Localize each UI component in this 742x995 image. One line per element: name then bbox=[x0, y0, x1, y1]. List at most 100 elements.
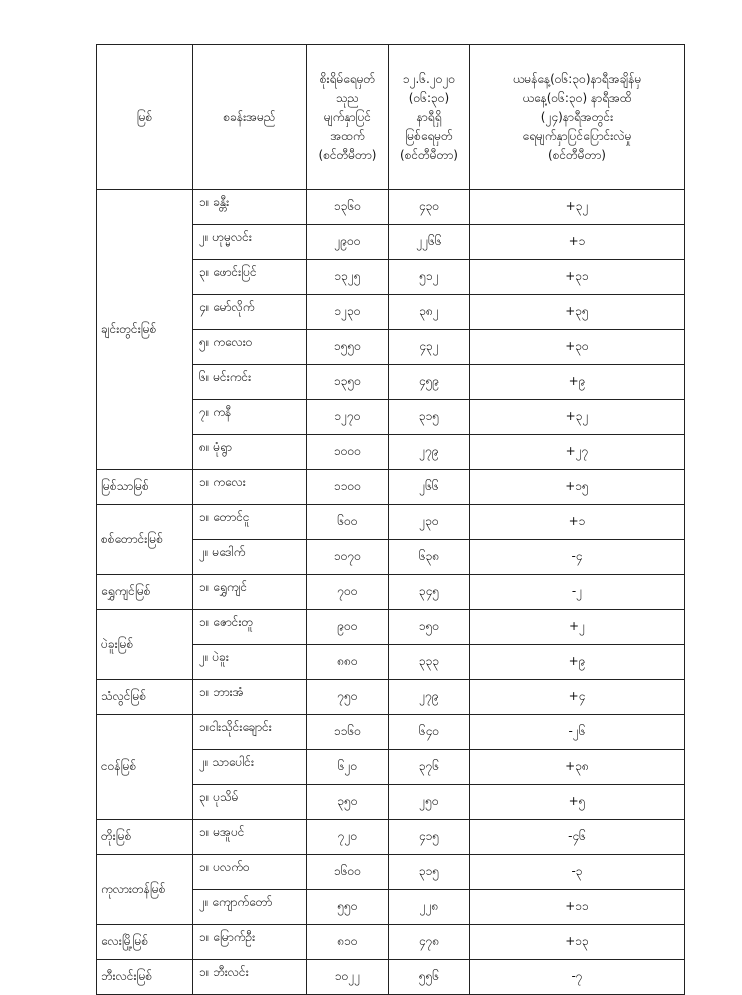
table-row: သံလွင်မြစ် ၁။ ဘားအံ ၇၅၀ ၂၇၉ +၄ bbox=[96, 679, 685, 715]
station-name: ၂။ သာပေါင်း bbox=[192, 749, 307, 785]
table-row: ရွှေကျင်မြစ် ၁။ ရွှေကျင် ၇၀၀ ၃၄၅ -၂ bbox=[96, 574, 685, 610]
header-line: ယနေ့(၀၆:၃၀) နာရီအထိ bbox=[522, 90, 632, 105]
level-change: +၃၈ bbox=[469, 749, 685, 785]
water-level: ၂၂၈ bbox=[388, 889, 470, 925]
station-name: ၅။ ကလေးဝ bbox=[192, 329, 307, 365]
danger-level: ၁၆၀၀ bbox=[306, 854, 389, 890]
station-name: ၁။ငါးသိုင်းချောင်း bbox=[192, 714, 307, 750]
river-water-level-table: မြစ် စခန်းအမည် စိုးရိမ်ရေမှတ်သုညမျက်နှာပြင… bbox=[96, 44, 685, 995]
water-level: ၄၃၂ bbox=[388, 329, 470, 365]
river-name: သံလွင်မြစ် bbox=[96, 679, 193, 715]
station-name: ၁။ ဘီးလင်း bbox=[192, 959, 307, 995]
station-name: ၂။ ဟုမ္မလင်း bbox=[192, 224, 307, 260]
station-name: ၁။ ဘားအံ bbox=[192, 679, 307, 715]
danger-level: ၁၁၀၀ bbox=[306, 469, 389, 505]
water-level: ၂၃၀ bbox=[388, 504, 470, 540]
danger-level: ၁၅၅၀ bbox=[306, 329, 389, 365]
header-line: စခန်းအမည် bbox=[223, 109, 276, 124]
header-line: မြစ်ရေမှတ် bbox=[405, 128, 453, 143]
water-level: ၄၇၈ bbox=[388, 924, 470, 960]
station-name: ၃။ ပုသိမ် bbox=[192, 784, 307, 820]
river-name: စစ်တောင်းမြစ် bbox=[96, 504, 193, 575]
danger-level: ၁၀၂၂ bbox=[306, 959, 389, 995]
header-line: မျက်နှာပြင် bbox=[323, 109, 372, 124]
danger-level: ၁၂၃၀ bbox=[306, 294, 389, 330]
water-level: ၆၃၈ bbox=[388, 539, 470, 575]
river-name: ရွှေကျင်မြစ် bbox=[96, 574, 193, 610]
level-change: +၁၃ bbox=[469, 924, 685, 960]
water-level: ၂၇၉ bbox=[388, 434, 470, 470]
river-name: ပဲခူးမြစ် bbox=[96, 609, 193, 680]
table-row: ၃။ ဖောင်းပြင် ၁၃၂၅ ၅၁၂ +၃၁ bbox=[97, 259, 685, 295]
station-name: ၇။ ကနီ bbox=[192, 399, 307, 435]
table-row: ချင်းတွင်းမြစ် ၁။ ခန္တီး ၁၃၆၀ ၄၃၀ +၃၂ bbox=[96, 189, 685, 470]
water-level: ၂၅၀ bbox=[388, 784, 470, 820]
station-name: ၈။ မုံရွာ bbox=[192, 434, 307, 470]
header-line: (၂၄)နာရီအတွင်း bbox=[540, 109, 614, 124]
danger-level: ၇၅၀ bbox=[306, 679, 389, 715]
water-level: ၃၇၆ bbox=[388, 749, 470, 785]
table-row: လေးမြို့မြစ် ၁။ မြောက်ဦး ၈၁၀ ၄၇၈ +၁၃ bbox=[96, 924, 685, 960]
river-name: မြစ်သာမြစ် bbox=[96, 469, 193, 505]
level-change: +၃၂ bbox=[469, 399, 685, 435]
level-change: -၂ bbox=[469, 574, 685, 610]
danger-level: ၁၁၆၀ bbox=[306, 714, 389, 750]
header-current-level: ၁၂.၆.၂၀၂၀ (၀၆:၃၀) နာရီရှိ မြစ်ရေမှတ် (စင်တီမ… bbox=[388, 44, 470, 190]
river-name: တိုးမြစ် bbox=[96, 819, 193, 855]
level-change: +၄ bbox=[469, 679, 685, 715]
table-row: ၂။ သာပေါင်း ၆၂၀ ၃၇၆ +၃၈ bbox=[97, 749, 685, 785]
danger-level: ၁၃၆၀ bbox=[306, 189, 389, 225]
level-change: +၂ bbox=[469, 609, 685, 645]
table-row: ၆။ မင်းကင်း ၁၃၅၀ ၄၅၉ +၉ bbox=[97, 364, 685, 400]
danger-level: ၈၁၀ bbox=[306, 924, 389, 960]
header-station: စခန်းအမည် bbox=[192, 44, 307, 190]
table-row: ၅။ ကလေးဝ ၁၅၅၀ ၄၃၂ +၃၀ bbox=[97, 329, 685, 365]
station-name: ၁။ တောင်ငူ bbox=[192, 504, 307, 540]
header-row: မြစ် စခန်းအမည် စိုးရိမ်ရေမှတ်သုညမျက်နှာပြင… bbox=[96, 44, 685, 190]
table-row: ကုလားတန်မြစ် ၁။ ပလက်ဝ ၁၆၀၀ ၃၁၅ -၃ bbox=[96, 854, 685, 925]
header-line: စိုးရိမ်ရေမှတ် bbox=[319, 71, 376, 86]
level-change: +၃၀ bbox=[469, 329, 685, 365]
header-line: (စင်တီမီတာ) bbox=[548, 147, 606, 162]
level-change: +၃၁ bbox=[469, 259, 685, 295]
water-level: ၂၂၆၆ bbox=[388, 224, 470, 260]
danger-level: ၁၀၇၀ bbox=[306, 539, 389, 575]
table-row: ၃။ ပုသိမ် ၃၅၀ ၂၅၀ +၅ bbox=[97, 784, 685, 820]
station-name: ၁။ ဇောင်းတူ bbox=[192, 609, 307, 645]
level-change: +၁၅ bbox=[469, 469, 685, 505]
header-line: ၁၂.၆.၂၀၂၀ bbox=[402, 71, 456, 86]
water-level: ၄၃၀ bbox=[388, 189, 470, 225]
river-name: ကုလားတန်မြစ် bbox=[96, 854, 193, 925]
station-name: ၁။ ပလက်ဝ bbox=[192, 854, 307, 890]
table-row: ၂။ မဒေါက် ၁၀၇၀ ၆၃၈ -၄ bbox=[97, 539, 685, 575]
danger-level: ၁၂၇၀ bbox=[306, 399, 389, 435]
level-change: -၄၆ bbox=[469, 819, 685, 855]
water-level: ၃၃၃ bbox=[388, 644, 470, 680]
station-name: ၃။ ဖောင်းပြင် bbox=[192, 259, 307, 295]
header-line: သုည bbox=[335, 90, 360, 105]
river-name: ဘီးလင်းမြစ် bbox=[96, 959, 193, 995]
level-change: -၃ bbox=[469, 854, 685, 890]
header-line: (စင်တီမီတာ) bbox=[318, 147, 377, 162]
table-row: ပဲခူးမြစ် ၁။ ဇောင်းတူ ၉၀၀ ၁၅၀ +၂ bbox=[96, 609, 685, 680]
water-level: ၂၇၉ bbox=[388, 679, 470, 715]
station-name: ၂။ ပဲခူး bbox=[192, 644, 307, 680]
table-row: ငဝန်မြစ် ၁။ငါးသိုင်းချောင်း ၁၁၆၀ ၆၄၀ -၂၆ bbox=[96, 714, 685, 820]
water-level: ၂၆၆ bbox=[388, 469, 470, 505]
station-name: ၁။ မအူပင် bbox=[192, 819, 307, 855]
danger-level: ၂၉၀၀ bbox=[306, 224, 389, 260]
header-line: ယမန်နေ့(၀၆:၃၀)နာရီအချိန်မှ bbox=[512, 71, 642, 86]
water-level: ၅၅၆ bbox=[388, 959, 470, 995]
danger-level: ၃၅၀ bbox=[306, 784, 389, 820]
level-change: +၁ bbox=[469, 504, 685, 540]
header-line: မြစ် bbox=[136, 109, 153, 124]
danger-level: ၁၃၅၀ bbox=[306, 364, 389, 400]
danger-level: ၅၅၀ bbox=[306, 889, 389, 925]
table-row: ဘီးလင်းမြစ် ၁။ ဘီးလင်း ၁၀၂၂ ၅၅၆ -၇ bbox=[96, 959, 685, 995]
water-level: ၃၁၅ bbox=[388, 399, 470, 435]
level-change: -၂၆ bbox=[469, 714, 685, 750]
danger-level: ၉၀၀ bbox=[306, 609, 389, 645]
station-name: ၂။ ကျောက်တော် bbox=[192, 889, 307, 925]
water-level: ၄၁၅ bbox=[388, 819, 470, 855]
water-level: ၃၈၂ bbox=[388, 294, 470, 330]
